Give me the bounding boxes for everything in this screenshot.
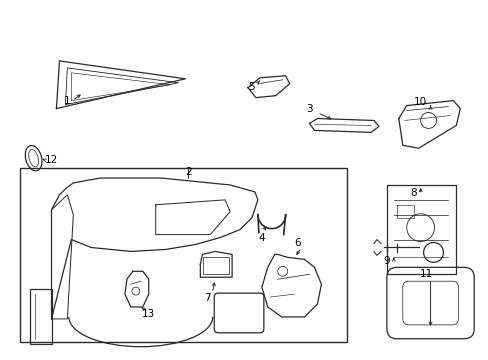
Text: 5: 5	[248, 82, 255, 92]
Bar	[20, 168, 346, 342]
Text: 13: 13	[142, 309, 155, 319]
Text: 3: 3	[305, 104, 312, 113]
Text: 12: 12	[45, 155, 58, 165]
Text: 9: 9	[383, 256, 389, 266]
Text: 6: 6	[294, 238, 300, 248]
Text: 8: 8	[409, 188, 416, 198]
Text: 10: 10	[413, 96, 427, 107]
Text: 2: 2	[185, 167, 191, 177]
Bar	[386, 185, 455, 274]
Bar	[30, 289, 51, 344]
Text: 4: 4	[258, 233, 264, 243]
Bar	[203, 257, 229, 274]
Text: 1: 1	[64, 96, 71, 105]
Text: 11: 11	[419, 269, 432, 279]
Text: 7: 7	[203, 293, 210, 303]
